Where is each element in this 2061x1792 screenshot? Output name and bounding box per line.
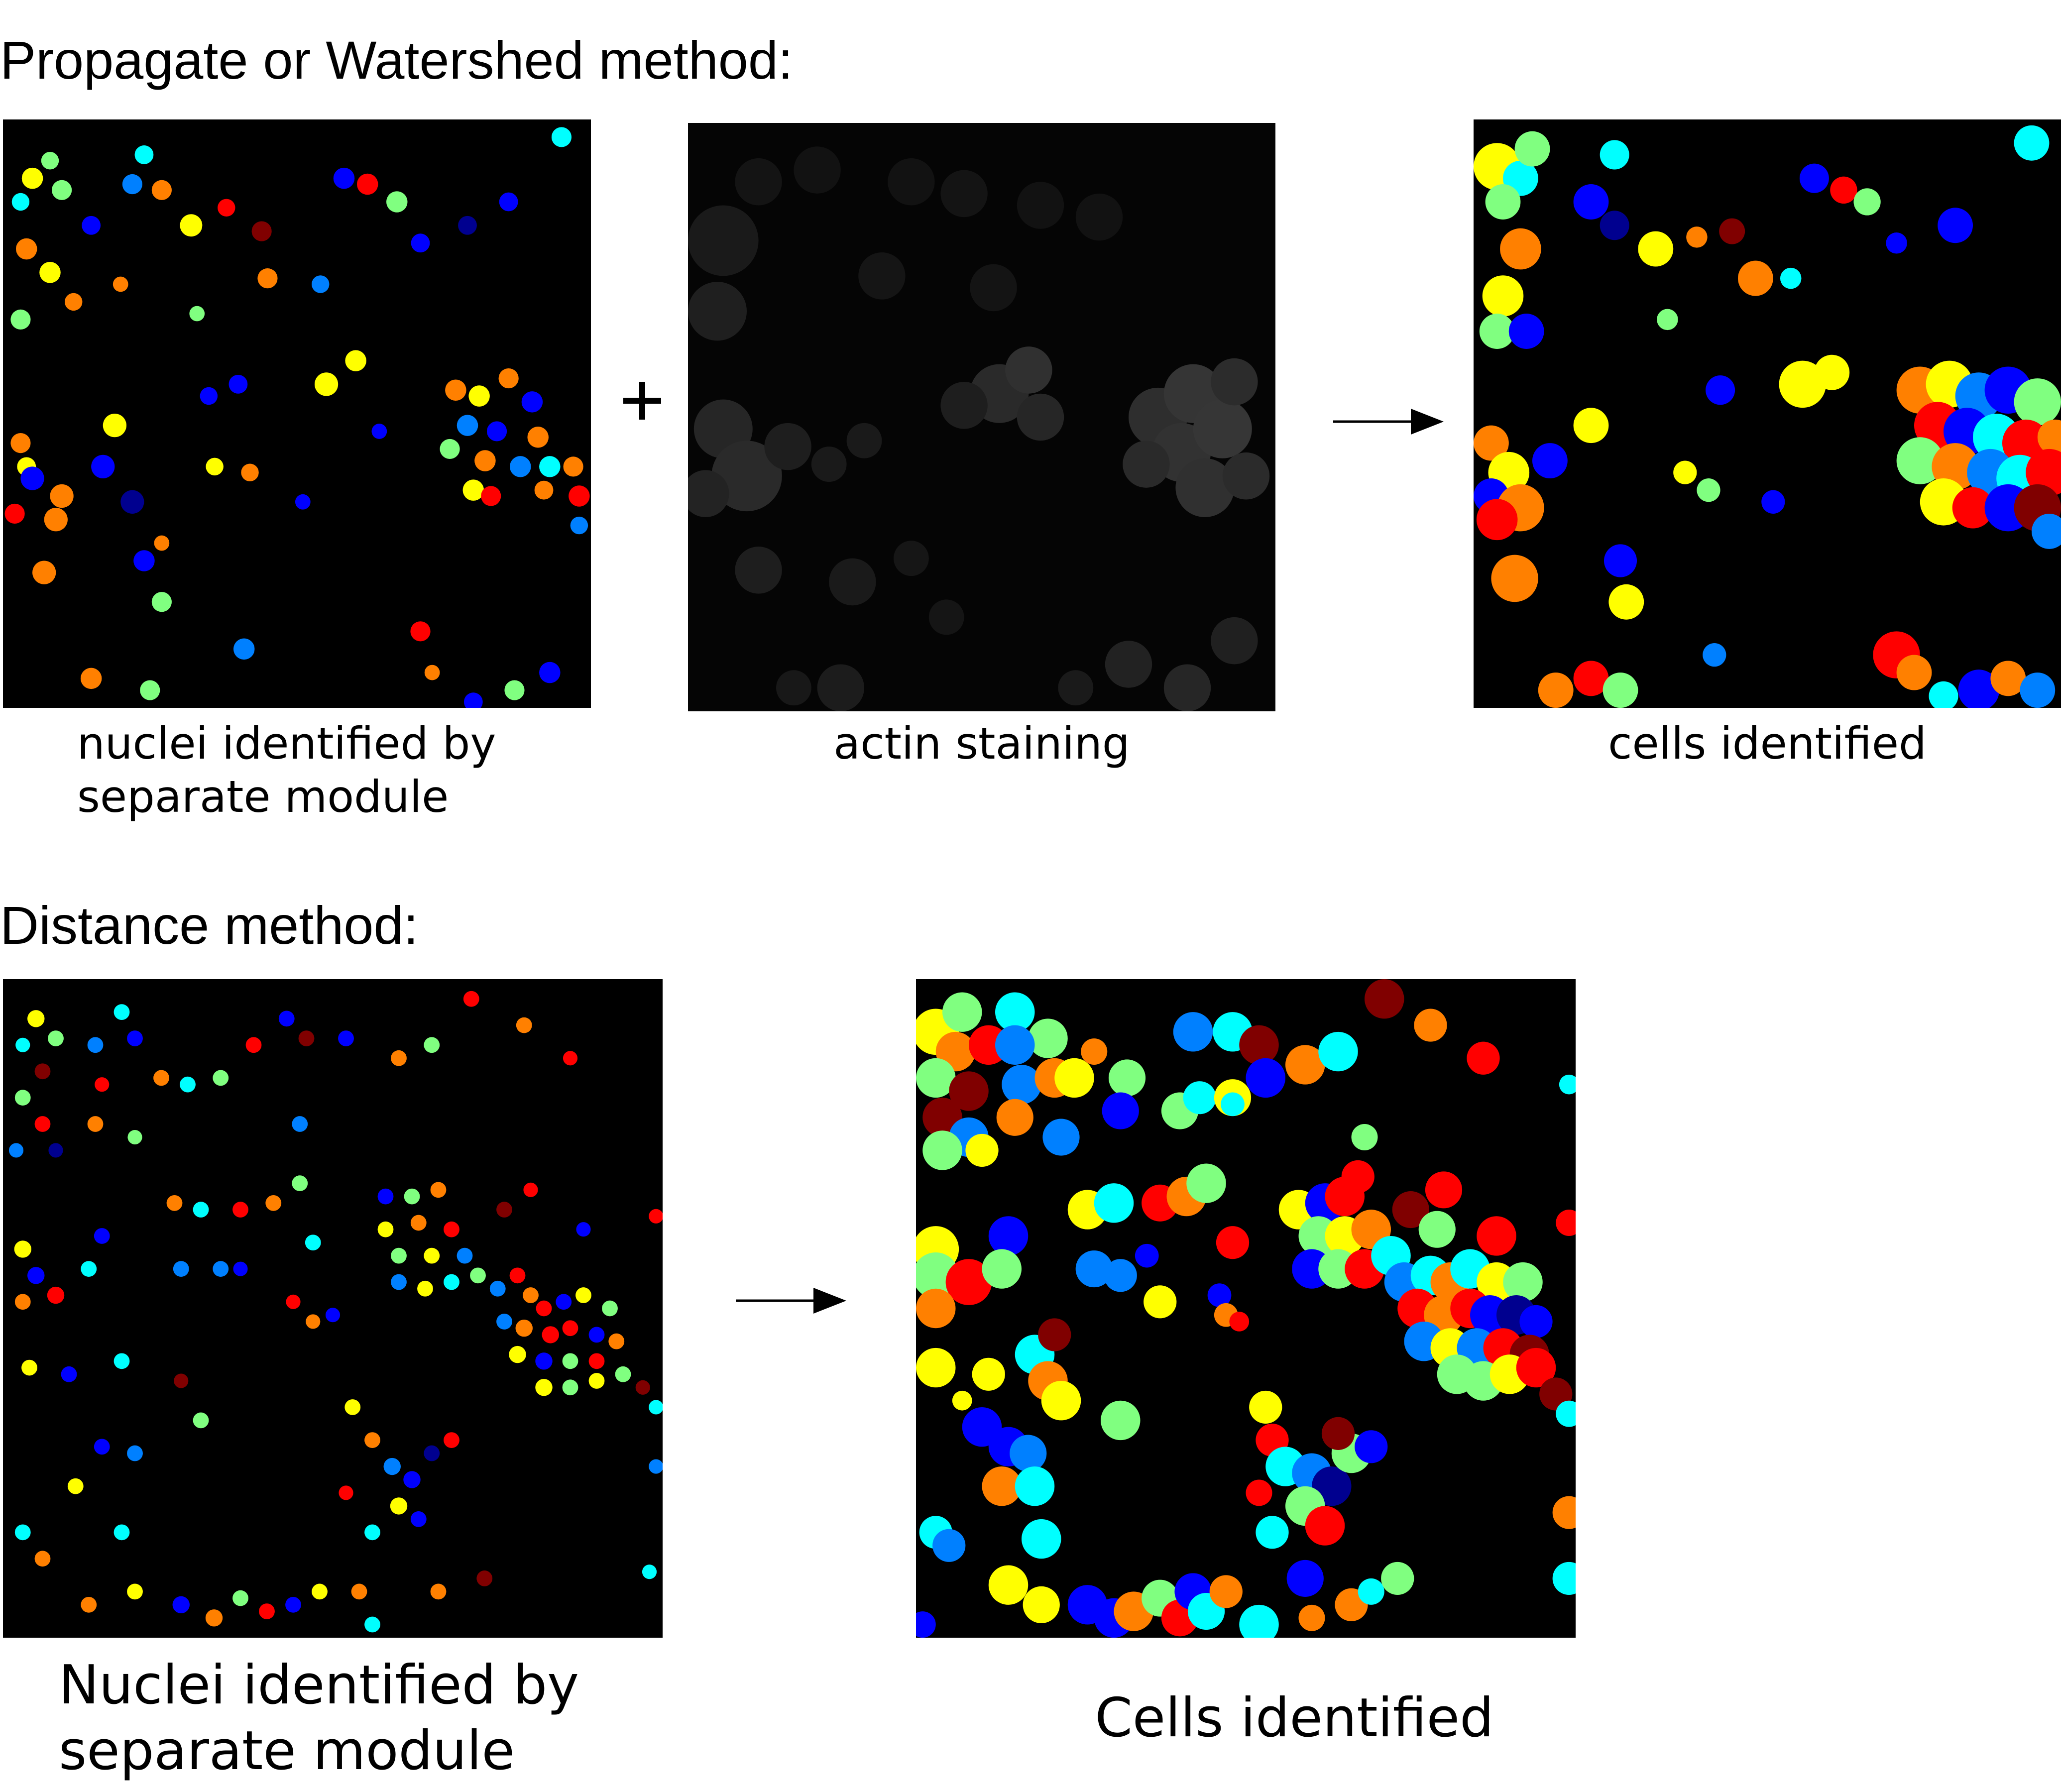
caption-nuclei-bottom-line1: Nuclei identified by [59,1654,579,1716]
arrow-right-icon-bottom [736,1286,846,1316]
caption-actin-staining-text: actin staining [833,718,1130,769]
nuclei-label-image-bottom [3,979,663,1638]
caption-nuclei-top-line1: nuclei identified by [77,718,496,769]
caption-cells-top: cells identified [1474,717,2061,770]
cells-label-image-top [1474,119,2061,708]
actin-stained-cells [688,123,1275,711]
arrow-right-icon [1333,407,1444,437]
caption-cells-bottom-text: Cells identified [1095,1687,1494,1749]
caption-nuclei-top: nuclei identified by separate module [77,717,496,824]
actin-staining-image [688,123,1275,711]
nuclei-label-image-top [3,119,591,708]
nuclei-objects-top [4,127,590,708]
cells-label-image-bottom [916,979,1576,1638]
caption-cells-bottom: Cells identified [896,1685,1693,1751]
caption-nuclei-bottom: Nuclei identified by separate module [59,1653,579,1784]
plus-icon [617,376,667,426]
cell-objects-bottom [916,979,1576,1638]
nuclei-objects-bottom [8,991,663,1633]
section-heading-propagate-watershed: Propagate or Watershed method: [0,30,793,90]
caption-nuclei-bottom-line2: separate module [59,1719,515,1782]
caption-actin-staining: actin staining [688,717,1275,770]
cell-objects-top [1474,125,2061,708]
section-heading-distance: Distance method: [0,895,419,955]
caption-cells-top-text: cells identified [1608,718,1927,769]
caption-nuclei-top-line2: separate module [77,771,449,823]
